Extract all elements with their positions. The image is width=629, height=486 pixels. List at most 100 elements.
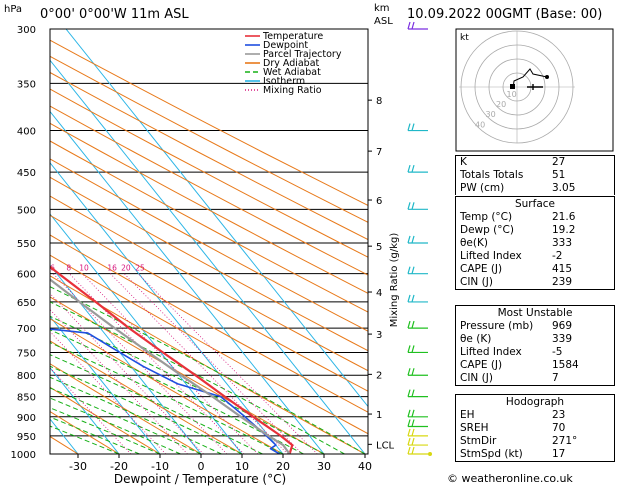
mu-row: θe (K) 339 bbox=[460, 333, 573, 345]
most-unstable-table: Most Unstable Pressure (mb) 969 θe (K) 339… bbox=[455, 305, 615, 386]
isotherm-line bbox=[50, 418, 79, 454]
hodo-row: SREH 70 bbox=[460, 422, 566, 434]
mu-row: CIN (J) 7 bbox=[460, 372, 559, 384]
surface-row: CIN (J) 239 bbox=[460, 276, 573, 288]
wind-barb bbox=[407, 389, 428, 398]
wind-barb bbox=[407, 123, 428, 132]
legend-entry: Dewpoint bbox=[263, 40, 308, 51]
plot-frame bbox=[49, 28, 369, 455]
dry-adiabat-line bbox=[50, 435, 79, 454]
wind-barb bbox=[407, 437, 428, 446]
index-row: K 27 bbox=[460, 156, 566, 168]
isotherm-line bbox=[50, 315, 161, 454]
dry-adiabat-line bbox=[50, 88, 368, 258]
hodograph-end-point bbox=[545, 75, 549, 79]
wet-adiabat-line bbox=[50, 376, 222, 454]
pressure-tick-label: 1000 bbox=[11, 450, 36, 461]
pressure-tick-label: 650 bbox=[17, 298, 36, 309]
dry-adiabat-line bbox=[50, 214, 368, 392]
legend-entry: Wet Adiabat bbox=[263, 67, 321, 78]
legend-entry: Isotherm bbox=[263, 76, 305, 87]
location-title: 0°00' 0°00'W 11m ASL bbox=[40, 7, 189, 22]
mu-row: Pressure (mb) 969 bbox=[460, 320, 573, 332]
hodo-row: StmDir 271° bbox=[460, 435, 578, 447]
hodo-row: EH 23 bbox=[460, 409, 566, 421]
hodograph-origin bbox=[510, 84, 515, 89]
dry-adiabat-line bbox=[50, 39, 368, 206]
wet-adiabat-line bbox=[50, 387, 202, 454]
indices-table: K 27 Totals Totals 51 PW (cm) 3.05 bbox=[455, 155, 615, 195]
dry-adiabat-line bbox=[50, 55, 368, 223]
wind-barb bbox=[407, 345, 428, 354]
mixing-ratio-label: 10 bbox=[79, 264, 89, 273]
pressure-tick-label: 400 bbox=[17, 127, 36, 138]
x-tick-label: 30 bbox=[317, 460, 331, 473]
isotherm-line bbox=[50, 213, 243, 454]
hodograph-frame bbox=[455, 28, 614, 152]
asl-label: ASL bbox=[374, 16, 393, 27]
wet-adiabat-line bbox=[50, 365, 243, 454]
dry-adiabat-line bbox=[50, 340, 243, 454]
hodograph-ring-label: 30 bbox=[486, 110, 496, 119]
km-tick-label: 7 bbox=[376, 147, 382, 158]
hodograph-title: Hodograph bbox=[505, 396, 565, 408]
pressure-tick-label: 350 bbox=[17, 79, 36, 90]
hpa-label: hPa bbox=[4, 4, 23, 15]
dry-adiabat-line bbox=[50, 254, 368, 435]
dry-adiabat-line bbox=[50, 105, 368, 276]
dry-adiabat-line bbox=[50, 386, 161, 454]
wet-adiabat-line bbox=[50, 329, 304, 454]
x-tick-label: 20 bbox=[276, 460, 290, 473]
wet-adiabat-line bbox=[50, 407, 161, 454]
wind-barb bbox=[407, 320, 428, 329]
mixing-ratio-line bbox=[137, 273, 318, 454]
dry-adiabat-line bbox=[50, 195, 368, 372]
legend-entry: Dry Adiabat bbox=[263, 58, 320, 69]
mu-row: Lifted Index -5 bbox=[460, 346, 563, 358]
dry-adiabat-line bbox=[50, 71, 368, 241]
pressure-tick-label: 300 bbox=[17, 25, 36, 36]
pressure-tick-label: 800 bbox=[17, 371, 36, 382]
pressure-tick-label: 900 bbox=[17, 413, 36, 424]
x-tick-label: -10 bbox=[151, 460, 169, 473]
surface-table: Surface Temp (°C) 21.6 Dewp (°C) 19.2 θe(K… bbox=[455, 196, 615, 290]
km-tick-label: 2 bbox=[376, 370, 382, 381]
x-tick-label: -30 bbox=[69, 460, 87, 473]
wind-barb bbox=[407, 419, 428, 428]
mixing-ratio-line bbox=[123, 273, 303, 454]
pressure-tick-label: 550 bbox=[17, 239, 36, 250]
mixing-ratio-line bbox=[50, 367, 132, 454]
hodo-row: StmSpd (kt) 17 bbox=[460, 448, 566, 460]
wind-barb bbox=[407, 368, 428, 376]
x-axis-label: Dewpoint / Temperature (°C) bbox=[114, 472, 286, 486]
footer-credit[interactable]: © weatheronline.co.uk bbox=[447, 472, 573, 485]
km-tick-label: LCL bbox=[376, 440, 395, 451]
wind-barb bbox=[407, 294, 428, 303]
wind-barb bbox=[407, 202, 428, 210]
isotherm-line bbox=[50, 110, 325, 454]
mixing-ratio-line bbox=[52, 273, 228, 454]
storm-motion-marker bbox=[527, 84, 543, 90]
mixing-ratio-label: 20 bbox=[121, 264, 131, 273]
series-parcel-trajectory bbox=[50, 278, 291, 454]
pressure-tick-label: 850 bbox=[17, 393, 36, 404]
wind-barb bbox=[407, 266, 428, 275]
surface-title: Surface bbox=[514, 198, 555, 210]
dry-adiabat-line bbox=[50, 234, 368, 413]
mixing-ratio-line bbox=[50, 331, 167, 454]
pressure-tick-label: 600 bbox=[17, 270, 36, 281]
hodograph-ring-label: 20 bbox=[496, 100, 506, 109]
dry-adiabat-line bbox=[50, 140, 368, 313]
legend-entry: Temperature bbox=[262, 31, 323, 42]
dry-adiabat-line bbox=[50, 158, 368, 332]
pressure-tick-label: 500 bbox=[17, 205, 36, 216]
isotherm-line bbox=[50, 161, 284, 454]
hodograph-table: Hodograph EH 23 SREH 70 StmDir 271° StmSpd … bbox=[455, 394, 615, 462]
surface-row: Lifted Index -2 bbox=[460, 250, 563, 262]
wind-barb bbox=[407, 409, 428, 418]
series-temperature bbox=[50, 265, 294, 454]
datetime-title: 10.09.2022 00GMT (Base: 00) bbox=[407, 7, 603, 22]
surface-row: CAPE (J) 415 bbox=[460, 263, 573, 275]
km-tick-label: 5 bbox=[376, 242, 382, 253]
surface-row: θe(K) 333 bbox=[460, 237, 573, 249]
